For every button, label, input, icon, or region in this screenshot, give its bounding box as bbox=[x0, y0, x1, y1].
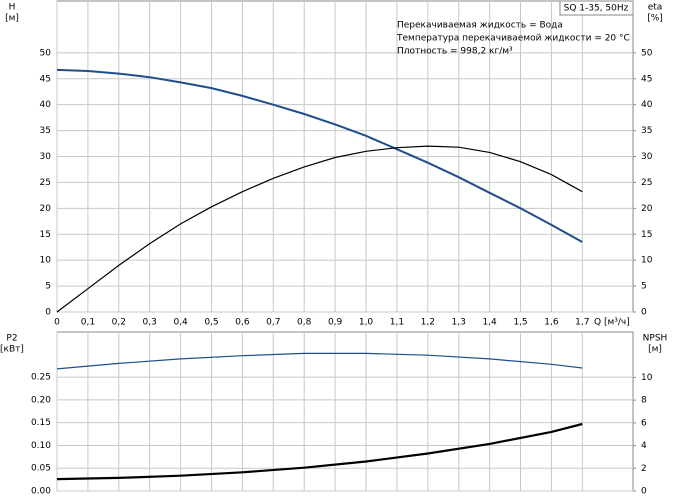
y2-tick-label: 2 bbox=[641, 464, 647, 474]
y-tick-label: 0.00 bbox=[31, 487, 51, 497]
x-tick-label: 1,5 bbox=[513, 318, 527, 328]
x-tick-label: 0,8 bbox=[297, 318, 312, 328]
y2-tick-label: 10 bbox=[641, 373, 653, 383]
y2-axis-unit: [м] bbox=[648, 345, 662, 355]
y-tick-label: 0.25 bbox=[31, 373, 51, 383]
x-tick-label: 1,7 bbox=[575, 318, 589, 328]
annotation: Плотность = 998,2 кг/м³ bbox=[397, 47, 513, 57]
y2-tick-label: 25 bbox=[641, 178, 652, 188]
y-tick-label: 0.05 bbox=[31, 464, 51, 474]
y2-tick-label: 35 bbox=[641, 126, 652, 136]
y2-axis-unit: [%] bbox=[647, 14, 663, 24]
x-tick-label: 1,3 bbox=[452, 318, 466, 328]
y-tick-label: 0 bbox=[45, 308, 51, 318]
x-tick-label: 0 bbox=[54, 318, 60, 328]
y-tick-label: 0.15 bbox=[31, 418, 51, 428]
y2-tick-label: 40 bbox=[641, 100, 653, 110]
y2-axis-label: NPSH bbox=[643, 334, 668, 344]
y2-tick-label: 15 bbox=[641, 230, 652, 240]
y-tick-label: 5 bbox=[45, 282, 51, 292]
x-tick-label: 1,6 bbox=[544, 318, 559, 328]
x-tick-label: 1,2 bbox=[421, 318, 435, 328]
series-line bbox=[56, 422, 583, 481]
y-tick-label: 25 bbox=[40, 178, 51, 188]
y-tick-label: 40 bbox=[40, 100, 52, 110]
y2-tick-label: 5 bbox=[641, 282, 647, 292]
y-tick-label: 0.10 bbox=[31, 441, 51, 451]
y2-tick-label: 10 bbox=[641, 256, 653, 266]
y-tick-label: 10 bbox=[40, 256, 52, 266]
y-axis-unit: [м] bbox=[5, 14, 19, 24]
series-line bbox=[56, 352, 583, 370]
x-tick-label: 0,1 bbox=[81, 318, 95, 328]
y2-tick-label: 6 bbox=[641, 418, 647, 428]
series-line bbox=[56, 145, 583, 313]
x-axis-label: Q [м³/ч] bbox=[594, 318, 630, 328]
x-tick-label: 0,6 bbox=[235, 318, 250, 328]
y2-tick-label: 45 bbox=[641, 74, 652, 84]
y2-tick-label: 30 bbox=[641, 152, 653, 162]
x-tick-label: 1,0 bbox=[359, 318, 374, 328]
x-tick-label: 0,7 bbox=[266, 318, 280, 328]
y2-tick-label: 20 bbox=[641, 204, 653, 214]
plot-area bbox=[56, 331, 634, 492]
x-tick-label: 0,4 bbox=[173, 318, 188, 328]
x-tick-label: 0,3 bbox=[143, 318, 157, 328]
x-tick-label: 0,2 bbox=[112, 318, 126, 328]
y-tick-label: 50 bbox=[40, 48, 52, 58]
label-box-text: SQ 1-35, 50Hz bbox=[564, 4, 629, 14]
x-tick-label: 0,5 bbox=[204, 318, 218, 328]
annotation: Перекачиваемая жидкость = Вода bbox=[397, 21, 563, 31]
y2-tick-label: 4 bbox=[641, 441, 647, 451]
y-tick-label: 0.20 bbox=[31, 395, 51, 405]
y-tick-label: 20 bbox=[40, 204, 52, 214]
y2-tick-label: 8 bbox=[641, 396, 647, 406]
y-tick-label: 30 bbox=[40, 152, 52, 162]
y-tick-label: 45 bbox=[40, 74, 51, 84]
y-tick-label: 35 bbox=[40, 126, 51, 136]
y-axis-label: P2 bbox=[6, 334, 17, 344]
x-tick-label: 0,9 bbox=[328, 318, 343, 328]
series-line bbox=[56, 68, 583, 243]
y2-tick-label: 0 bbox=[641, 308, 647, 318]
y-axis-unit: [кВт] bbox=[0, 345, 24, 355]
x-tick-label: 1,1 bbox=[390, 318, 404, 328]
y2-tick-label: 50 bbox=[641, 48, 653, 58]
annotation: Температура перекачиваемой жидкости = 20… bbox=[396, 34, 630, 44]
label-box bbox=[559, 0, 634, 16]
x-tick-label: 1,4 bbox=[482, 318, 497, 328]
y-tick-label: 15 bbox=[40, 230, 51, 240]
y2-tick-label: 0 bbox=[641, 487, 647, 497]
y2-axis-label: eta bbox=[648, 3, 663, 13]
y-axis-label: H bbox=[9, 3, 16, 13]
